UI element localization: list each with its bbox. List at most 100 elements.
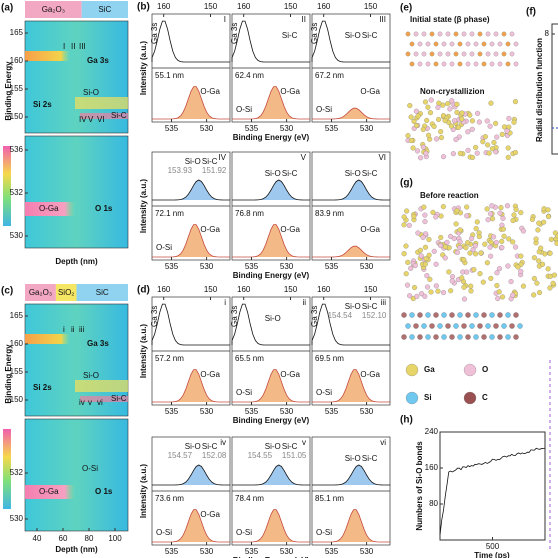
atom: [437, 31, 443, 37]
panel-id: iv: [220, 438, 226, 447]
atom: [424, 273, 430, 279]
atom: [473, 334, 479, 340]
x-tick-label: 160: [157, 2, 171, 11]
label: Ga 3s: [150, 23, 159, 44]
atom: [465, 41, 471, 47]
atom: [433, 41, 439, 47]
y-tick-label: 530: [10, 231, 24, 240]
layer-name: Ga₂O₃: [29, 288, 52, 297]
atom: [518, 253, 524, 259]
label: Si-O: [83, 371, 99, 380]
axis-label: Binding Energy: [4, 61, 13, 121]
x-tick-label: 160: [237, 2, 251, 11]
colorbar: [3, 429, 11, 509]
atom: [461, 51, 467, 57]
label: O-Si: [156, 243, 172, 252]
x-tick-label: 160: [317, 285, 331, 294]
atom: [473, 251, 479, 257]
atom: [405, 363, 419, 377]
atom: [488, 253, 494, 259]
atom: [501, 233, 507, 239]
label: Si 2s: [33, 100, 52, 109]
atom: [405, 51, 411, 57]
atom: [447, 106, 453, 112]
label: Initial state (β phase): [410, 15, 490, 24]
panel-id: v: [302, 438, 306, 447]
x-tick-label: 535: [165, 407, 179, 416]
x-tick-label: 535: [325, 262, 339, 271]
depth: 72.1 nm: [155, 209, 184, 218]
axes: [551, 23, 558, 155]
atom: [477, 51, 483, 57]
atom: [449, 61, 455, 67]
layer-header: [76, 284, 128, 301]
atom: [425, 334, 431, 340]
depth: 55.1 nm: [155, 71, 184, 80]
atom: [547, 285, 553, 291]
x-tick-label: 530: [200, 124, 214, 133]
atom: [500, 215, 506, 221]
x-tick-label: 150: [364, 2, 378, 11]
x-tick-label: 150: [284, 285, 298, 294]
atom: [481, 334, 487, 340]
atom: [438, 135, 444, 141]
label: O-Ga: [39, 204, 59, 213]
atom: [463, 363, 477, 377]
atom: [464, 204, 470, 210]
label: O-Si: [236, 528, 252, 537]
atom: [433, 214, 439, 220]
atom: [468, 283, 474, 289]
spectrum: [152, 369, 230, 403]
atom: [453, 136, 459, 143]
depth: 67.2 nm: [315, 71, 344, 80]
atom: [480, 279, 486, 285]
depth: 76.8 nm: [235, 209, 264, 218]
atom: [412, 263, 418, 269]
atom: [448, 233, 454, 239]
spectrum: [311, 303, 390, 346]
atom: [420, 144, 426, 150]
atom: [509, 323, 515, 329]
atom: [421, 51, 427, 57]
atom: [405, 323, 411, 329]
point-label: II: [71, 42, 75, 51]
label: Ga 3s: [230, 23, 239, 44]
atom: [457, 61, 463, 67]
legend-label: Si: [424, 393, 432, 402]
y-tick-label: 160: [10, 339, 24, 348]
x-tick-label: 530: [200, 547, 214, 556]
atom: [449, 334, 455, 340]
atom: [408, 137, 414, 144]
heat-band: [25, 202, 75, 216]
spectrum: [152, 464, 231, 486]
atom: [535, 227, 541, 233]
atom: [423, 150, 429, 156]
atom: [506, 236, 512, 242]
spectrum: [312, 245, 390, 258]
atom: [406, 222, 412, 228]
atom: [494, 134, 500, 140]
atom: [493, 120, 499, 126]
atom: [473, 226, 479, 232]
atom: [499, 238, 505, 245]
atom: [436, 116, 442, 123]
x-tick-label: 160: [157, 285, 171, 294]
point-label: I: [63, 42, 65, 51]
label: O-Si: [316, 528, 332, 537]
label: Si-O: [265, 314, 281, 323]
panel-label: (e): [400, 3, 412, 14]
atom: [425, 61, 431, 67]
atom: [537, 289, 543, 296]
atom: [401, 222, 407, 228]
axis-label: Intensity (a.u.): [139, 41, 148, 96]
legend-label: C: [482, 393, 488, 402]
layer-name: Ga₂O₃: [42, 5, 65, 14]
peak-energy: 154.57: [168, 451, 193, 460]
label: O-Ga: [360, 370, 380, 379]
atom: [517, 323, 523, 329]
atom: [482, 134, 488, 140]
atom: [488, 211, 494, 217]
atom: [474, 150, 480, 156]
x-tick-label: 530: [360, 547, 374, 556]
atom: [409, 41, 415, 47]
